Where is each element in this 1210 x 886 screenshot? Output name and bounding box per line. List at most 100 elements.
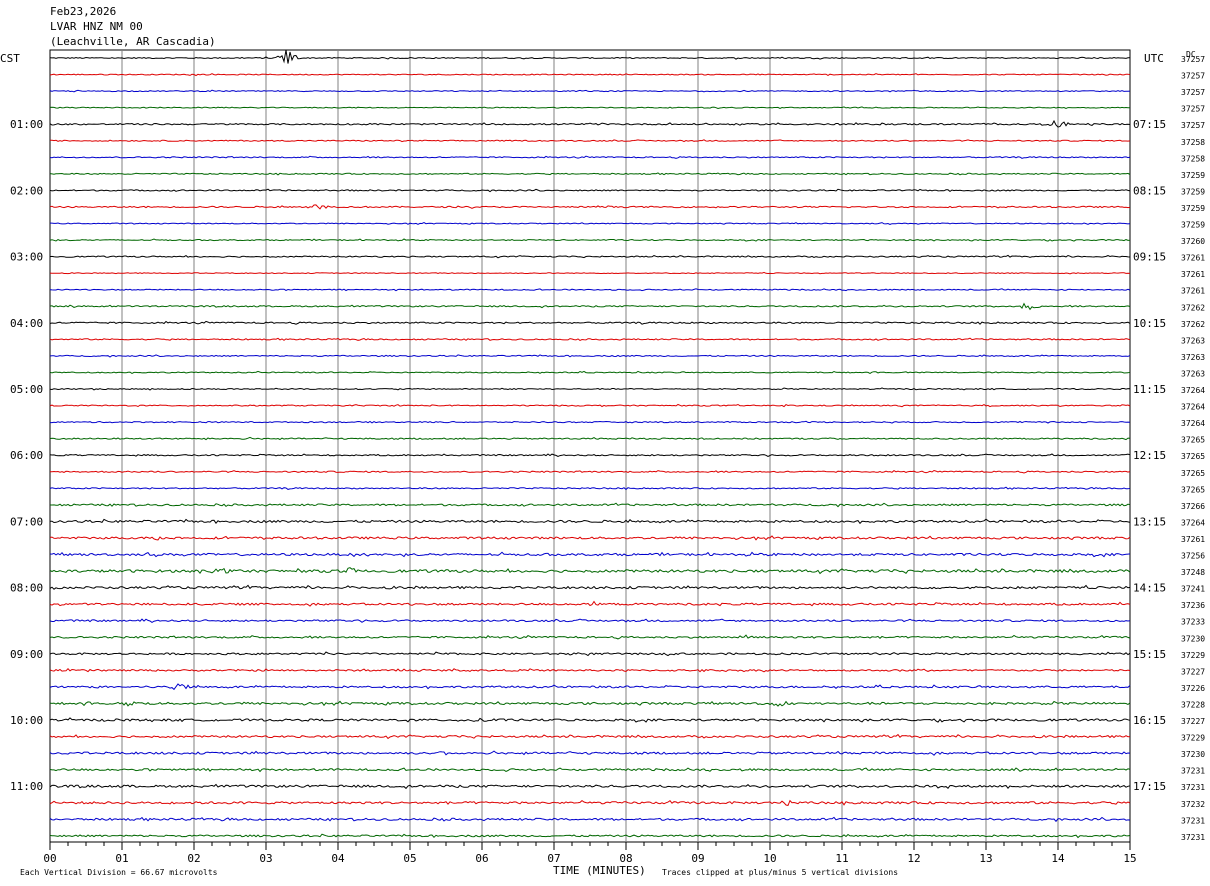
trace-row-8 [49,188,1131,193]
dc-value: 37257 [1181,105,1205,114]
left-hour-label: 06:00 [10,449,43,462]
left-hour-label: 09:00 [10,648,43,661]
dc-value: 37227 [1181,667,1205,676]
right-hour-label: 08:15 [1133,184,1166,197]
dc-value: 37233 [1181,618,1205,627]
trace-row-4 [49,119,1131,128]
left-hour-labels: CST 01:00 02:00 03:00 04:00 05:00 06:00 07:00 08… [0,52,43,793]
x-tick-label: 04 [331,852,345,865]
trace-row-36 [49,651,1131,657]
right-hour-label: 11:15 [1133,383,1166,396]
trace-row-44 [49,783,1131,790]
dc-value: 37230 [1181,750,1205,759]
x-axis-label: TIME (MINUTES) [553,864,646,877]
x-tick-label: 13 [979,852,992,865]
dc-value: 37258 [1181,154,1205,163]
dc-value: 37231 [1181,833,1205,842]
trace-row-20 [49,387,1131,391]
trace-row-25 [49,469,1131,474]
header-date: Feb23,2026 [50,5,116,18]
dc-value: 37231 [1181,783,1205,792]
dc-offset-labels: 37257 37257 37257 37257 37257 37258 37258 37259… [1181,55,1205,842]
right-hour-label: 15:15 [1133,648,1166,661]
dc-value: 37228 [1181,701,1205,710]
x-tick-label: 03 [259,852,272,865]
dc-value: 37231 [1181,767,1205,776]
dc-value: 37241 [1181,585,1205,594]
right-hour-label: UTC [1144,52,1164,65]
dc-value: 37263 [1181,353,1205,362]
trace-row-37 [49,667,1131,673]
trace-row-6 [49,155,1131,159]
dc-value: 37264 [1181,403,1205,412]
trace-row-45 [49,799,1131,806]
dc-value: 37229 [1181,734,1205,743]
x-tick-label: 10 [763,852,776,865]
dc-value: 37256 [1181,552,1205,561]
dc-value: 37262 [1181,303,1205,312]
dc-value: 37257 [1181,88,1205,97]
trace-row-2 [49,89,1131,93]
dc-value: 37265 [1181,469,1205,478]
dc-value: 37248 [1181,568,1205,577]
dc-value: 37259 [1181,221,1205,230]
trace-row-21 [49,403,1131,408]
x-tick-label: 00 [43,852,56,865]
trace-row-29 [49,535,1131,541]
dc-value: 37259 [1181,187,1205,196]
trace-row-14 [49,288,1131,292]
dc-value: 37230 [1181,634,1205,643]
trace-row-28 [50,518,1131,525]
x-tick-label: 09 [691,852,704,865]
dc-value: 37265 [1181,436,1205,445]
trace-row-35 [49,634,1131,640]
trace-row-26 [49,486,1131,491]
trace-row-12 [49,254,1131,259]
dc-value: 37226 [1181,684,1205,693]
dc-value: 37261 [1181,254,1205,263]
header-location: (Leachville, AR Cascadia) [50,35,216,48]
dc-value: 37261 [1181,287,1205,296]
left-hour-label: CST [0,52,20,65]
trace-row-31 [49,567,1131,575]
trace-row-24 [49,453,1131,458]
dc-value: 37257 [1181,72,1205,81]
footer-clip-note: Traces clipped at plus/minus 5 vertical … [662,868,898,877]
right-hour-label: 17:15 [1133,780,1166,793]
dc-value: 37229 [1181,651,1205,660]
dc-value: 37264 [1181,386,1205,395]
dc-value: 37257 [1181,121,1205,130]
x-tick-label: 08 [619,852,632,865]
x-tick-label: 14 [1051,852,1065,865]
trace-row-47 [49,833,1131,839]
left-hour-label: 04:00 [10,317,43,330]
right-hour-label: 07:15 [1133,118,1166,131]
right-hour-label: 09:15 [1133,251,1166,264]
trace-row-32 [49,584,1131,590]
trace-row-5 [49,139,1131,143]
left-hour-label: 03:00 [10,251,43,264]
dc-value: 37261 [1181,270,1205,279]
left-hour-label: 07:00 [10,515,43,528]
header-station: LVAR HNZ NM 00 [50,20,143,33]
trace-row-33 [49,600,1131,607]
right-hour-label: 13:15 [1133,515,1166,528]
dc-value: 37265 [1181,452,1205,461]
dc-value: 37259 [1181,171,1205,180]
dc-value: 37227 [1181,717,1205,726]
right-hour-label: 12:15 [1133,449,1166,462]
footer-scale: Each Vertical Division = 66.67 microvolt… [20,868,218,877]
trace-row-39 [49,700,1131,707]
trace-row-19 [49,370,1131,374]
trace-row-10 [50,222,1131,225]
dc-value: 37266 [1181,502,1205,511]
left-hour-label: 08:00 [10,582,43,595]
trace-row-27 [50,502,1131,508]
dc-value: 37260 [1181,237,1205,246]
trace-row-13 [49,271,1131,275]
x-tick-label: 11 [835,852,848,865]
trace-row-17 [49,337,1131,341]
trace-row-42 [49,750,1131,756]
trace-row-30 [49,551,1131,558]
